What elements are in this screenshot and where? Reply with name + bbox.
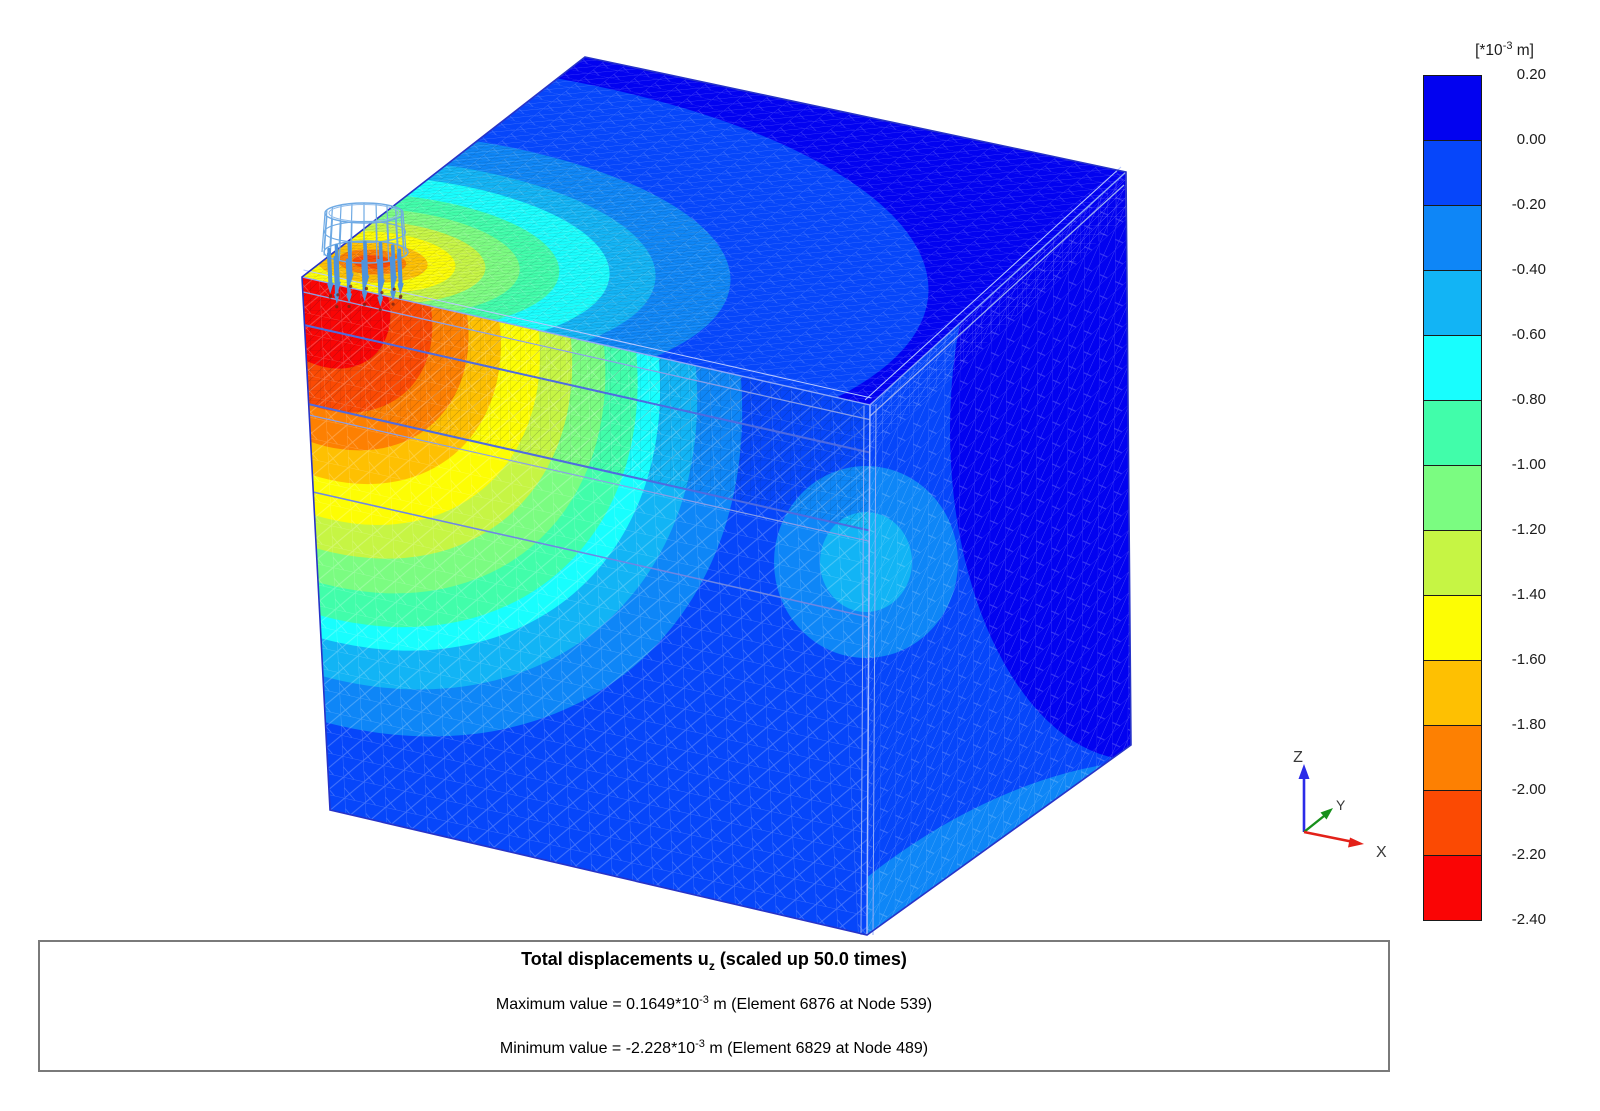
- caption-min-value: Minimum value = -2.228*10-3 m (Element 6…: [499, 1038, 929, 1057]
- legend-tick: -0.40: [1511, 261, 1546, 278]
- legend-band: [1423, 595, 1482, 661]
- legend-units-header: [*10-3 m]: [1475, 40, 1534, 59]
- legend-tick: -1.40: [1511, 586, 1546, 603]
- caption-box: Total displacements uz (scaled up 50.0 t…: [38, 940, 1390, 1072]
- legend-tick: -0.20: [1511, 196, 1546, 213]
- refined-mesh-strip: [302, 277, 870, 532]
- caption-max-value: Maximum value = 0.1649*10-3 m (Element 6…: [495, 994, 933, 1013]
- x-axis-label: X: [1376, 844, 1387, 861]
- legend-band: [1423, 75, 1482, 141]
- legend-band: [1423, 530, 1482, 596]
- legend-tick-labels: 0.20 0.00 -0.20 -0.40 -0.60 -0.80 -1.00 -1.20 -1…: [1486, 66, 1546, 928]
- soil-layer-lines: [302, 291, 870, 621]
- legend-band: [1423, 465, 1482, 531]
- legend-tick: 0.20: [1516, 66, 1546, 83]
- legend-tick: -2.40: [1511, 911, 1546, 928]
- color-legend: [1423, 75, 1482, 921]
- legend-band: [1423, 270, 1482, 336]
- pile-group: [321, 202, 409, 312]
- legend-band: [1423, 205, 1482, 271]
- y-axis-label: Y: [1336, 797, 1346, 813]
- legend-band: [1423, 400, 1482, 466]
- x-axis-arrowhead: [1348, 837, 1364, 848]
- legend-tick: -0.80: [1511, 391, 1546, 408]
- legend-band: [1423, 855, 1482, 921]
- caption-title: Total displacements uz (scaled up 50.0 t…: [521, 949, 907, 973]
- legend-tick: -0.60: [1511, 326, 1546, 343]
- legend-tick: -2.00: [1511, 781, 1546, 798]
- axes-triad: Z Y X: [1293, 749, 1387, 861]
- y-axis-arrowhead: [1320, 808, 1333, 820]
- legend-tick: 0.00: [1516, 131, 1546, 148]
- legend-band: [1423, 725, 1482, 791]
- refined-mesh-zone: [302, 129, 731, 395]
- cube-edges: [301, 56, 1132, 936]
- legend-band: [1423, 660, 1482, 726]
- legend-band: [1423, 140, 1482, 206]
- legend-band: [1423, 790, 1482, 856]
- legend-tick: -2.20: [1511, 846, 1546, 863]
- legend-tick: -1.80: [1511, 716, 1546, 733]
- z-axis-arrowhead: [1298, 764, 1310, 779]
- cube-silhouette: [301, 56, 1132, 936]
- legend-tick: -1.20: [1511, 521, 1546, 538]
- legend-tick: -1.60: [1511, 651, 1546, 668]
- legend-band: [1423, 335, 1482, 401]
- z-axis-label: Z: [1293, 749, 1303, 766]
- legend-tick: -1.00: [1511, 456, 1546, 473]
